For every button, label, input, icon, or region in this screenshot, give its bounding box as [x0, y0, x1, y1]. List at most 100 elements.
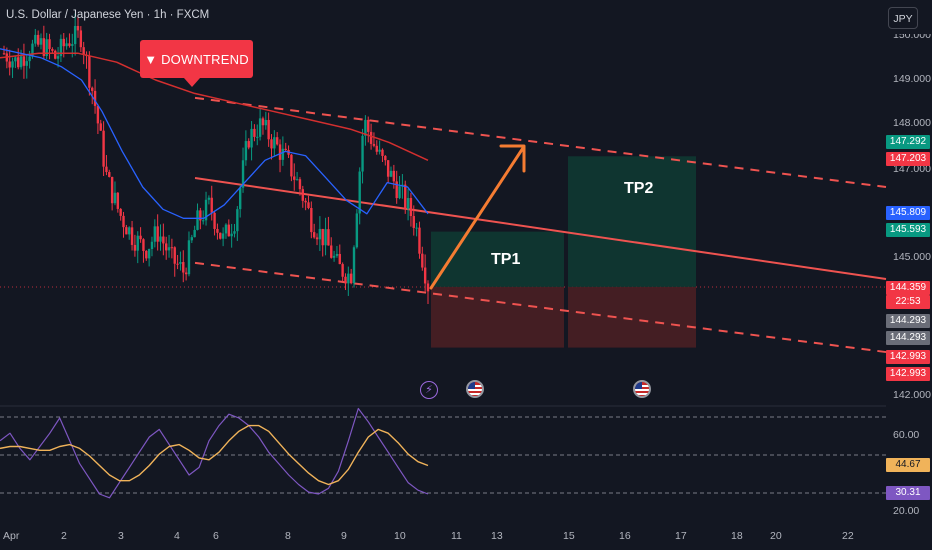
candle-body [45, 39, 48, 56]
candle-body [113, 192, 117, 204]
candle-body [204, 199, 208, 221]
candle-body [51, 49, 54, 51]
candle-body [227, 224, 231, 237]
candle-body [193, 229, 196, 238]
candle-body [65, 43, 68, 47]
candle-body [230, 233, 233, 237]
candle-body [102, 130, 105, 167]
candle-body [122, 215, 125, 228]
rsi-tick-20: 20.00 [893, 505, 920, 517]
candle-body [349, 273, 353, 284]
candle-body [301, 189, 304, 201]
candle-body [327, 229, 330, 246]
time-tick-9: 9 [341, 530, 347, 542]
candle-body [284, 148, 287, 151]
us-flag-event-icon[interactable] [466, 380, 484, 398]
candle-body [384, 155, 387, 161]
candle-body [278, 144, 282, 160]
downtrend-badge[interactable]: ▼ DOWNTREND [140, 40, 253, 87]
price-tick-148: 148.000 [893, 117, 931, 129]
candle-body [324, 229, 327, 246]
symbol-title[interactable]: U.S. Dollar / Japanese Yen · 1h · FXCM [6, 9, 210, 21]
candle-body [128, 227, 131, 235]
candle-body [389, 170, 393, 177]
us-flag-event-icon[interactable] [633, 380, 651, 398]
time-tick-apr: Apr [3, 530, 20, 542]
candle-body [190, 237, 194, 241]
channel-midline [194, 177, 887, 280]
time-tick-3: 3 [118, 530, 124, 542]
time-tick-6: 6 [213, 530, 219, 542]
candle-body [105, 166, 108, 173]
tp1-box [431, 231, 564, 287]
candle-body [176, 263, 179, 265]
price-tag-ma-red: 147.203 [886, 152, 930, 166]
candle-body [275, 137, 279, 145]
candle-body [213, 212, 216, 229]
candle-body [170, 247, 174, 249]
candle-body [162, 236, 165, 244]
candle-body [358, 171, 361, 214]
time-tick-16: 16 [619, 530, 631, 542]
candle-body [258, 118, 262, 137]
candle-body [381, 149, 384, 156]
candle-body [187, 240, 191, 275]
moving-averages [0, 48, 429, 219]
candle-body [264, 119, 267, 126]
candle-body [423, 267, 427, 284]
time-tick-4: 4 [174, 530, 180, 542]
candle-body [312, 232, 316, 238]
candle-body [99, 123, 102, 131]
candle-body [273, 137, 276, 149]
candle-body [361, 135, 364, 172]
time-tick-11: 11 [451, 530, 462, 542]
candle-body [290, 154, 293, 177]
candle-body [28, 56, 31, 62]
candle-body [42, 38, 46, 56]
candle-body [355, 213, 359, 248]
tp2-box [568, 156, 696, 287]
candle-body [426, 283, 430, 292]
candle-body [267, 119, 270, 140]
candle-body [19, 56, 23, 68]
candle-body [216, 228, 219, 233]
price-tag-grey-1: 144.293 [886, 314, 930, 328]
candle-body [88, 55, 91, 88]
candle-body [347, 273, 350, 284]
candlesticks [2, 13, 430, 305]
time-tick-22: 22 [842, 530, 854, 542]
candle-body [139, 235, 142, 240]
candle-body [256, 136, 259, 138]
candle-body [421, 253, 424, 268]
candle-body [173, 247, 176, 264]
candle-body [133, 244, 137, 251]
candle-body [364, 119, 367, 136]
candle-body [116, 192, 120, 209]
candle-body [344, 276, 347, 284]
candle-body [369, 131, 373, 144]
candle-body [233, 231, 236, 234]
price-tag-stop-1: 142.993 [886, 350, 930, 364]
currency-button[interactable]: JPY [888, 7, 918, 29]
candle-body [321, 228, 324, 246]
candle-body [82, 47, 85, 55]
candle-body [17, 57, 20, 68]
candle-body [68, 43, 71, 46]
lightning-event-icon[interactable]: ⚡ [420, 381, 438, 399]
channel-upper [194, 96, 887, 189]
candle-body [184, 272, 188, 275]
rsi-ma-tag: 44.67 [886, 458, 930, 472]
candle-body [338, 253, 341, 265]
candle-body [352, 247, 356, 284]
ma-red-line [0, 52, 429, 161]
rsi-ma-line [0, 424, 429, 486]
price-tag-grey-2: 144.293 [886, 331, 930, 345]
candle-body [182, 262, 185, 273]
candle-body [36, 34, 40, 45]
candle-body [73, 25, 77, 45]
candle-body [56, 56, 60, 59]
time-tick-8: 8 [285, 530, 291, 542]
candle-body [261, 118, 265, 126]
stop-box-2 [568, 286, 696, 348]
